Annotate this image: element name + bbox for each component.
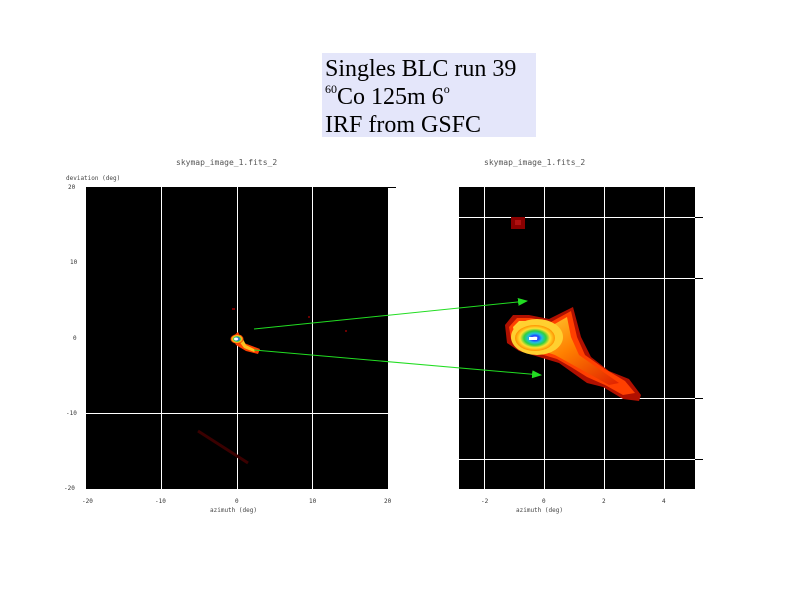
left-xtick-neg10: -10 [155,498,166,505]
right-tick-mark [695,217,703,218]
left-xtick-0: 0 [235,498,239,505]
left-plot-xlabel: azimuth (deg) [210,507,257,514]
title-line-2-text: Co 125m 6 [337,84,444,110]
left-ytick-neg20: -20 [64,485,75,492]
left-xtick-20: 20 [384,498,392,505]
left-ytick-20: 20 [68,184,76,191]
left-grid [86,187,388,489]
left-sky-map-canvas [86,187,388,489]
right-tick-mark [695,398,703,399]
left-source-blob [230,332,260,354]
speck [308,316,310,318]
left-sky-map [86,187,388,489]
faint-streak [197,429,249,465]
speck [345,330,347,332]
right-xtick-2: 2 [602,498,606,505]
left-xtick-neg20: -20 [82,498,93,505]
title-line-2: 60Co 125m 6o [325,82,450,110]
speck [232,308,235,310]
right-tick-mark [695,278,703,279]
left-plot-title: skymap_image_1.fits_2 [176,158,278,167]
right-source-blob [505,307,641,401]
left-ytick-0: 0 [73,335,77,342]
right-plot-xlabel: azimuth (deg) [516,507,563,514]
title-box: Singles BLC run 39 60Co 125m 6o IRF from… [322,53,536,137]
right-xtick-4: 4 [662,498,666,505]
right-xtick-neg2: -2 [481,498,489,505]
title-line-1: Singles BLC run 39 [325,56,517,82]
right-sky-map [459,187,695,489]
left-xtick-10: 10 [309,498,317,505]
left-ytick-10: 10 [70,259,78,266]
dim-blob [515,220,521,225]
left-tick-mark [388,187,396,188]
right-tick-mark [695,459,703,460]
left-ytick-neg10: -10 [66,410,77,417]
left-plot-ylabel: deviation (deg) [66,175,121,182]
degree-symbol: o [443,82,450,96]
right-sky-map-canvas [459,187,695,489]
isotope-mass-number: 60 [325,82,337,96]
right-xtick-0: 0 [542,498,546,505]
title-line-3: IRF from GSFC [325,112,482,138]
right-plot-title: skymap_image_1.fits_2 [484,158,586,167]
